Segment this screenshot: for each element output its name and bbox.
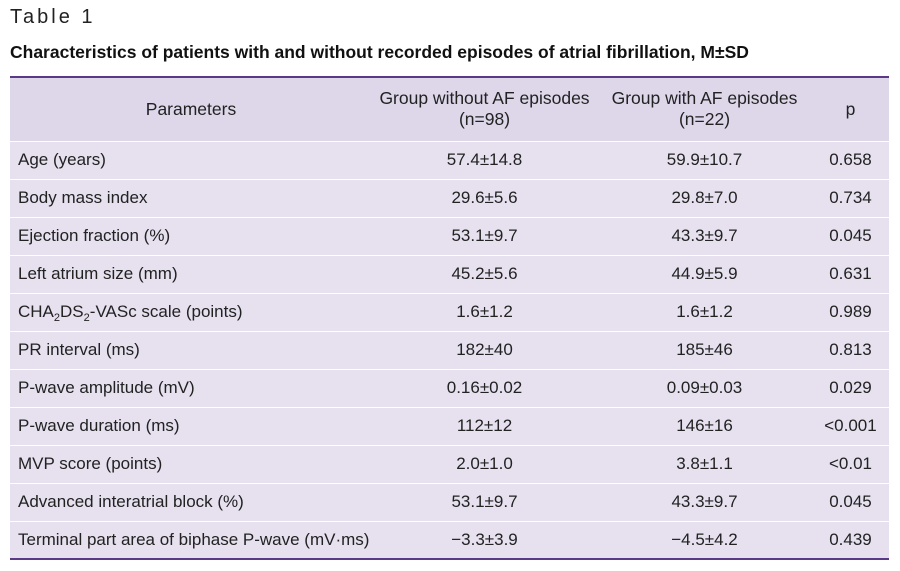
table-row: P-wave duration (ms) 112±12 146±16 <0.00…: [10, 406, 889, 445]
param-part-a: CHA: [18, 302, 54, 321]
table-row: P-wave amplitude (mV) 0.16±0.02 0.09±0.0…: [10, 368, 889, 407]
row-value-without: 112±12: [372, 406, 597, 445]
table-row: Body mass index 29.6±5.6 29.8±7.0 0.734: [10, 178, 889, 217]
header-p: p: [812, 76, 889, 142]
row-value-without: −3.3±3.9: [372, 520, 597, 560]
row-p-value: 0.029: [812, 368, 889, 407]
header-group-without-line2: (n=98): [458, 109, 511, 130]
table-row: PR interval (ms) 182±40 185±46 0.813: [10, 330, 889, 369]
row-value-with: 44.9±5.9: [597, 254, 812, 293]
row-value-with: 29.8±7.0: [597, 178, 812, 217]
row-parameter: PR interval (ms): [10, 330, 372, 369]
table-row: Age (years) 57.4±14.8 59.9±10.7 0.658: [10, 140, 889, 179]
characteristics-table: Parameters Group without AF episodes (n=…: [10, 76, 889, 560]
row-value-without: 2.0±1.0: [372, 444, 597, 483]
row-parameter: P-wave duration (ms): [10, 406, 372, 445]
row-parameter: Body mass index: [10, 178, 372, 217]
row-p-value: <0.01: [812, 444, 889, 483]
row-value-with: 3.8±1.1: [597, 444, 812, 483]
row-p-value: 0.989: [812, 292, 889, 331]
table-header-row: Parameters Group without AF episodes (n=…: [10, 76, 889, 142]
row-value-without: 182±40: [372, 330, 597, 369]
row-value-with: 185±46: [597, 330, 812, 369]
row-parameter: P-wave amplitude (mV): [10, 368, 372, 407]
table-row: Ejection fraction (%) 53.1±9.7 43.3±9.7 …: [10, 216, 889, 255]
row-parameter: Age (years): [10, 140, 372, 179]
header-parameters-label: Parameters: [145, 98, 237, 119]
row-p-value: 0.439: [812, 520, 889, 560]
table-row: Left atrium size (mm) 45.2±5.6 44.9±5.9 …: [10, 254, 889, 293]
row-value-without: 1.6±1.2: [372, 292, 597, 331]
row-p-value: 0.045: [812, 482, 889, 521]
header-parameters: Parameters: [10, 76, 372, 142]
header-group-without: Group without AF episodes (n=98): [372, 76, 597, 142]
row-p-value: <0.001: [812, 406, 889, 445]
row-parameter: Terminal part area of biphase P-wave (mV…: [10, 520, 372, 560]
row-value-without: 45.2±5.6: [372, 254, 597, 293]
param-part-c: -VASc scale (points): [89, 302, 243, 321]
row-value-without: 29.6±5.6: [372, 178, 597, 217]
row-p-value: 0.813: [812, 330, 889, 369]
row-parameter: Advanced interatrial block (%): [10, 482, 372, 521]
row-value-without: 53.1±9.7: [372, 216, 597, 255]
row-value-without: 57.4±14.8: [372, 140, 597, 179]
row-value-with: 43.3±9.7: [597, 216, 812, 255]
row-value-with: 1.6±1.2: [597, 292, 812, 331]
row-value-without: 0.16±0.02: [372, 368, 597, 407]
row-parameter: Ejection fraction (%): [10, 216, 372, 255]
row-value-with: −4.5±4.2: [597, 520, 812, 560]
row-value-with: 59.9±10.7: [597, 140, 812, 179]
header-p-label: p: [845, 98, 856, 119]
row-parameter: MVP score (points): [10, 444, 372, 483]
row-p-value: 0.734: [812, 178, 889, 217]
table-row: Terminal part area of biphase P-wave (mV…: [10, 520, 889, 560]
row-value-without: 53.1±9.7: [372, 482, 597, 521]
header-group-without-line1: Group without AF episodes: [379, 88, 590, 109]
table-label: Table 1: [10, 6, 96, 28]
header-group-with: Group with AF episodes (n=22): [597, 76, 812, 142]
param-subscript-2: 2: [83, 312, 90, 324]
table-caption: Characteristics of patients with and wit…: [10, 42, 749, 62]
table-row: MVP score (points) 2.0±1.0 3.8±1.1 <0.01: [10, 444, 889, 483]
row-p-value: 0.045: [812, 216, 889, 255]
table-row: Advanced interatrial block (%) 53.1±9.7 …: [10, 482, 889, 521]
row-parameter: Left atrium size (mm): [10, 254, 372, 293]
table-row: CHA2DS2-VASc scale (points) 1.6±1.2 1.6±…: [10, 292, 889, 331]
row-value-with: 43.3±9.7: [597, 482, 812, 521]
header-group-with-line2: (n=22): [678, 109, 731, 130]
row-value-with: 0.09±0.03: [597, 368, 812, 407]
param-part-b: DS: [60, 302, 84, 321]
row-parameter: CHA2DS2-VASc scale (points): [10, 292, 372, 331]
param-subscript-1: 2: [53, 312, 61, 324]
row-p-value: 0.631: [812, 254, 889, 293]
row-value-with: 146±16: [597, 406, 812, 445]
header-group-with-line1: Group with AF episodes: [611, 88, 798, 109]
row-p-value: 0.658: [812, 140, 889, 179]
